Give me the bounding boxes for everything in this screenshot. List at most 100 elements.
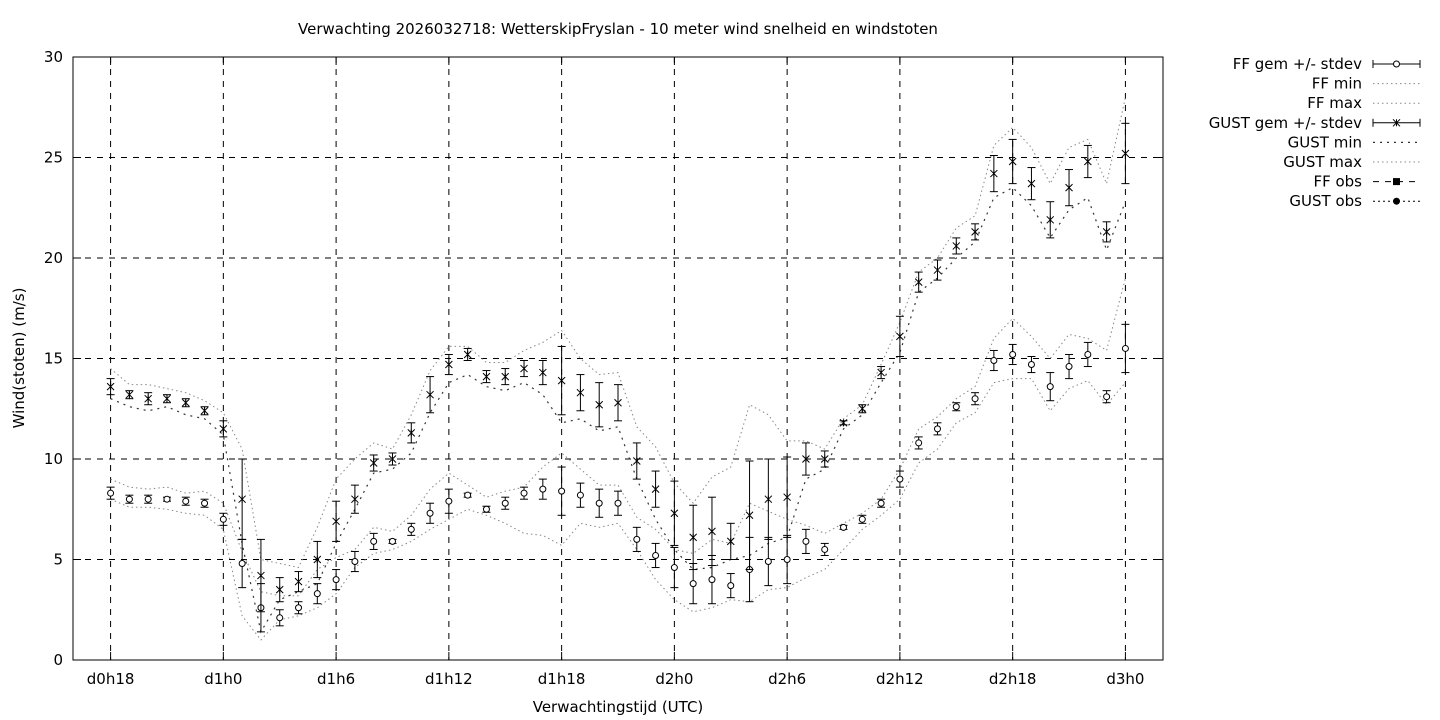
gust-mean-point — [275, 585, 284, 594]
ff-mean-errorbar — [463, 491, 472, 499]
ff-mean-errorbar — [801, 528, 810, 554]
gust-mean-errorbar — [125, 390, 134, 400]
gust-mean-point — [764, 495, 773, 504]
gust-mean-errorbar — [801, 442, 810, 476]
ff-mean-errorbar — [181, 496, 190, 506]
gust-mean-point — [820, 455, 829, 463]
ff-mean-point — [370, 537, 378, 545]
ff-mean-errorbar — [895, 470, 904, 488]
ff-mean-point — [332, 576, 340, 584]
ff-mean-point — [1084, 350, 1092, 358]
ff-mean-point — [933, 425, 941, 433]
ff-mean-errorbar — [407, 522, 416, 536]
gust-mean-errorbar — [670, 480, 679, 546]
gust-mean-point — [632, 457, 641, 465]
y-tick-label: 25 — [44, 149, 63, 167]
ff-mean-errorbar — [482, 505, 491, 513]
legend-item: FF max — [1307, 94, 1420, 112]
legend-label: GUST max — [1283, 153, 1362, 171]
ff-mean-errorbar — [670, 546, 679, 589]
ff-mean-point — [520, 489, 528, 497]
ff-mean-point — [426, 509, 434, 517]
ff-mean-errorbar — [350, 550, 359, 573]
gust-mean-errorbar — [1065, 169, 1074, 207]
gust-mean-point — [651, 485, 660, 494]
ff-mean-point — [614, 499, 622, 507]
ff-mean-point — [1121, 344, 1129, 352]
ff-mean-point — [238, 560, 246, 568]
gust-mean-point — [839, 418, 848, 427]
ff-mean-errorbar — [388, 537, 397, 545]
gust-mean-point — [538, 368, 547, 377]
gust-mean-errorbar — [200, 406, 209, 416]
gust-mean-errorbar — [1121, 122, 1130, 185]
gust-mean-point — [952, 242, 961, 250]
ff-mean-errorbar — [275, 609, 284, 627]
grid-lines — [73, 57, 1163, 660]
legend-label: GUST obs — [1289, 192, 1362, 210]
gust-mean-point — [689, 533, 698, 542]
y-tick-label: 15 — [44, 350, 63, 368]
gust-mean-errorbar — [989, 154, 998, 193]
gust-mean-point — [783, 493, 791, 502]
gust-mean-point — [726, 537, 735, 546]
ff-mean-errorbar — [144, 494, 153, 504]
ff-max-line — [110, 277, 1126, 597]
ff-mean-point — [558, 487, 566, 495]
gust-mean-errorbar — [350, 484, 359, 514]
gust-mean-point — [858, 404, 867, 413]
gust-mean-point — [238, 495, 246, 504]
ff-mean-errorbar — [501, 496, 510, 510]
legend-marker-disc — [1393, 197, 1400, 205]
ff-mean-point — [633, 535, 641, 543]
gust-mean-point — [407, 429, 416, 437]
ff-mean-point — [877, 499, 885, 507]
gust-mean-point — [557, 376, 566, 385]
ff-mean-point — [727, 582, 735, 590]
ff-mean-errorbar — [125, 494, 134, 504]
gust-mean-errorbar — [895, 315, 904, 357]
gust-min-line — [110, 186, 1126, 634]
ff-mean-point — [501, 499, 509, 507]
gust-mean-point — [257, 571, 265, 580]
x-tick-label: d3h0 — [1106, 670, 1144, 688]
ff-mean-point — [915, 439, 923, 447]
legend-item: FF min — [1312, 75, 1420, 93]
x-tick-label: d2h6 — [768, 670, 806, 688]
ff-mean-errorbar — [783, 534, 792, 585]
ff-mean-point — [576, 491, 584, 499]
ff-mean-errorbar — [219, 512, 228, 526]
ff-mean-errorbar — [877, 498, 886, 508]
y-tick-label: 20 — [44, 249, 63, 267]
ff-mean-errorbar — [858, 514, 867, 524]
legend-item: GUST max — [1283, 153, 1420, 171]
gust-mean-errorbar — [632, 442, 641, 480]
gust-mean-errorbar — [181, 398, 190, 408]
legend-label: GUST gem +/- stdev — [1209, 114, 1362, 132]
ff-mean-point — [802, 537, 810, 545]
ff-mean-point — [351, 558, 359, 566]
legend-item: FF obs — [1313, 173, 1420, 191]
gust-mean-point — [313, 555, 322, 564]
ff-mean-errorbar — [106, 486, 115, 500]
gust-mean-point — [914, 278, 923, 286]
gust-mean-point — [163, 394, 171, 403]
ff-mean-errorbar — [1102, 390, 1111, 404]
ff-mean-point — [219, 515, 227, 523]
gust-mean-errorbar — [745, 460, 754, 571]
x-tick-label: d0h18 — [87, 670, 135, 688]
ff-mean-errorbar — [989, 349, 998, 372]
ff-mean-point — [1103, 393, 1111, 401]
ff-mean-point — [1027, 361, 1035, 369]
gust-mean-errorbar — [520, 360, 529, 378]
legend-label: FF gem +/- stdev — [1233, 55, 1362, 73]
legend-item: GUST obs — [1289, 192, 1420, 210]
gust-mean-point — [896, 332, 904, 341]
gust-mean-errorbar — [764, 458, 773, 540]
ff-mean-errorbar — [200, 498, 209, 508]
ff-mean-errorbar — [914, 436, 923, 450]
gust-mean-errorbar — [595, 382, 604, 428]
gust-mean-point — [576, 388, 585, 397]
legend-item: FF gem +/- stdev — [1233, 55, 1421, 73]
gust-mean-errorbar — [576, 374, 585, 412]
